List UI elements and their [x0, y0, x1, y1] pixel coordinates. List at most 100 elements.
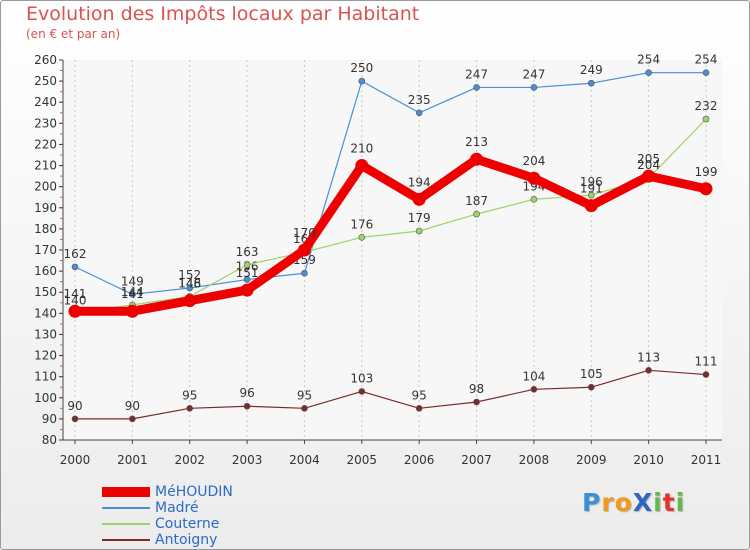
- data-point-madre: [301, 269, 308, 277]
- data-label-couterne: 140: [64, 293, 87, 307]
- data-label-mehoudin: 191: [580, 182, 603, 196]
- y-tick-label: 90: [42, 412, 57, 426]
- data-label-antoigny: 96: [239, 386, 254, 400]
- y-tick-label: 180: [34, 222, 57, 236]
- data-point-mehoudin: [642, 169, 656, 183]
- data-point-mehoudin: [527, 171, 541, 185]
- data-label-antoigny: 90: [67, 399, 82, 413]
- chart-title: Evolution des Impôts locaux par Habitant: [26, 3, 420, 25]
- y-tick-label: 250: [34, 74, 57, 88]
- data-label-mehoudin: 141: [121, 287, 144, 301]
- data-point-madre: [243, 276, 251, 283]
- x-tick-label: 2007: [461, 453, 492, 467]
- data-label-mehoudin: 204: [522, 154, 545, 168]
- data-label-madre: 249: [580, 63, 603, 77]
- data-point-antoigny: [415, 405, 423, 412]
- data-point-couterne: [358, 234, 366, 241]
- data-point-antoigny: [186, 405, 194, 412]
- logo-letter: P: [582, 488, 602, 517]
- y-tick-label: 190: [34, 201, 57, 215]
- data-point-antoigny: [301, 405, 308, 412]
- data-label-antoigny: 90: [125, 399, 140, 413]
- logo-letter: X: [632, 488, 654, 517]
- data-point-mehoudin: [240, 283, 254, 297]
- y-tick-label: 120: [34, 349, 57, 363]
- logo-letter: i: [675, 488, 686, 517]
- logo-letter: r: [601, 488, 615, 517]
- x-tick-label: 2004: [289, 453, 320, 467]
- data-point-madre: [186, 284, 194, 292]
- data-point-madre: [473, 84, 480, 91]
- logo-letter: o: [614, 488, 633, 517]
- x-tick-label: 2009: [576, 453, 607, 467]
- data-point-antoigny: [243, 402, 251, 410]
- data-point-madre: [702, 69, 710, 76]
- data-label-couterne: 187: [465, 194, 488, 208]
- data-label-madre: 250: [350, 61, 373, 75]
- y-tick-label: 100: [34, 391, 57, 405]
- data-point-antoigny: [473, 398, 480, 406]
- x-tick-label: 2005: [347, 453, 378, 467]
- y-tick-label: 220: [34, 137, 57, 151]
- x-tick-label: 2010: [633, 453, 664, 467]
- x-tick-label: 2001: [117, 453, 148, 467]
- x-tick-label: 2000: [60, 453, 91, 467]
- proxiti-logo: ProXiti: [582, 488, 685, 517]
- data-point-madre: [587, 79, 595, 87]
- data-point-mehoudin: [297, 243, 311, 257]
- y-tick-label: 160: [34, 264, 57, 278]
- series-line-mehoudin: [70, 154, 711, 316]
- data-point-mehoudin: [68, 304, 82, 318]
- legend-swatch-antoigny: [102, 539, 150, 541]
- data-point-antoigny: [129, 415, 136, 423]
- data-label-mehoudin: 146: [178, 277, 201, 291]
- data-label-mehoudin: 151: [236, 266, 259, 280]
- y-tick-label: 110: [34, 370, 57, 384]
- data-point-madre: [358, 77, 366, 85]
- data-label-antoigny: 95: [182, 388, 197, 402]
- data-point-madre: [645, 69, 652, 76]
- data-point-mehoudin: [125, 304, 139, 318]
- series-line-madre: [74, 72, 707, 295]
- data-point-couterne: [243, 261, 251, 269]
- data-label-mehoudin: 213: [465, 135, 488, 149]
- data-point-mehoudin: [699, 182, 713, 196]
- data-label-mehoudin: 194: [408, 175, 431, 189]
- data-point-madre: [530, 84, 538, 91]
- data-point-couterne: [415, 227, 423, 235]
- data-label-antoigny: 103: [350, 371, 373, 385]
- data-label-couterne: 144: [121, 285, 144, 299]
- data-label-antoigny: 113: [637, 350, 660, 364]
- plot-area: [63, 60, 722, 440]
- logo-letter: i: [653, 488, 663, 517]
- y-tick-label: 230: [34, 116, 57, 130]
- data-label-antoigny: 95: [412, 388, 427, 402]
- y-tick-label: 260: [34, 53, 57, 67]
- legend-label-madre: Madré: [155, 500, 199, 516]
- data-point-mehoudin: [412, 192, 426, 206]
- data-point-antoigny: [587, 383, 595, 391]
- y-tick-label: 240: [34, 95, 57, 109]
- y-tick-label: 200: [34, 180, 57, 194]
- y-tick-label: 80: [42, 433, 57, 447]
- data-label-antoigny: 105: [580, 367, 603, 381]
- data-label-antoigny: 111: [695, 355, 718, 369]
- x-tick-label: 2006: [404, 453, 435, 467]
- data-label-madre: 247: [522, 67, 545, 81]
- y-tick-label: 130: [34, 327, 57, 341]
- x-tick-label: 2003: [232, 453, 263, 467]
- data-point-antoigny: [702, 371, 710, 378]
- legend-swatch-madre: [102, 507, 150, 509]
- data-point-antoigny: [71, 415, 79, 423]
- y-tick-label: 150: [34, 285, 57, 299]
- data-label-madre: 162: [64, 247, 87, 261]
- data-point-antoigny: [530, 386, 538, 393]
- data-label-couterne: 176: [350, 217, 373, 231]
- data-point-antoigny: [645, 367, 652, 374]
- data-point-mehoudin: [470, 152, 484, 166]
- data-label-couterne: 148: [178, 276, 201, 290]
- chart-subtitle: (en € et par an): [26, 27, 121, 41]
- data-point-mehoudin: [584, 199, 598, 213]
- data-label-madre: 254: [637, 53, 660, 67]
- data-label-madre: 152: [178, 268, 201, 282]
